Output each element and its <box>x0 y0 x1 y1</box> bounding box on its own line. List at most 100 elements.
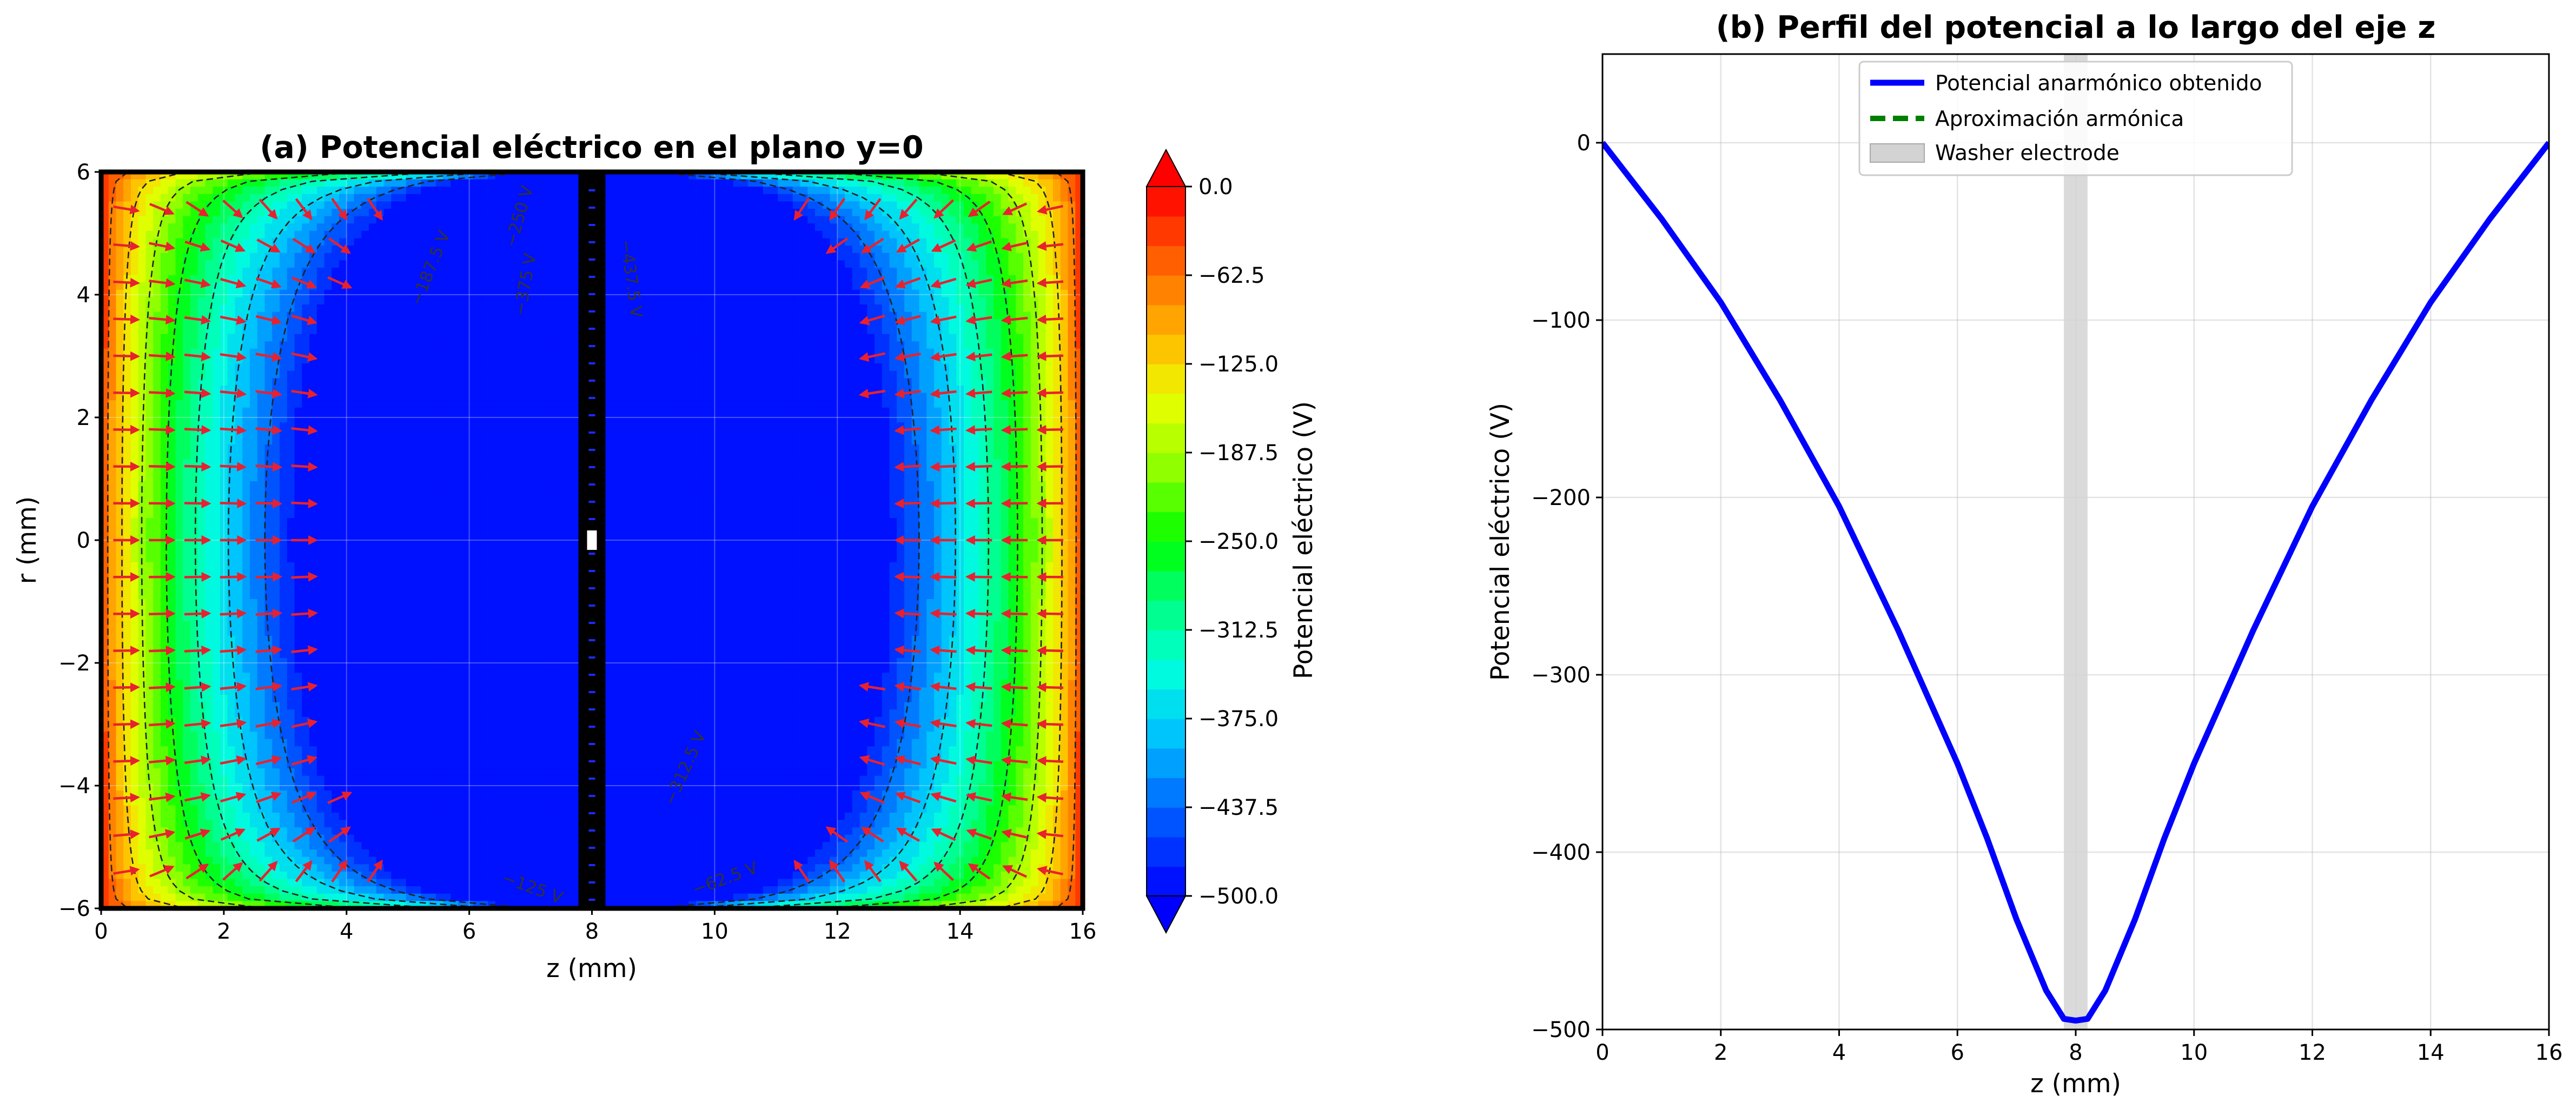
heatmap-cell <box>978 230 987 239</box>
heatmap-cell <box>287 289 295 298</box>
heatmap-cell <box>354 187 362 195</box>
heatmap-cell <box>183 223 191 231</box>
heatmap-cell <box>123 187 131 195</box>
heatmap-cell <box>562 393 571 401</box>
heatmap-cell <box>190 319 198 327</box>
heatmap-cell <box>919 187 928 195</box>
heatmap-cell <box>703 297 712 305</box>
heatmap-cell <box>770 363 779 371</box>
heatmap-cell <box>926 437 935 445</box>
heatmap-cell <box>562 327 571 335</box>
heatmap-cell <box>740 268 749 276</box>
heatmap-cell <box>421 297 429 305</box>
heatmap-cell <box>309 253 317 261</box>
heatmap-cell <box>569 415 578 423</box>
heatmap-cell <box>361 282 369 290</box>
heatmap-cell <box>540 311 548 320</box>
heatmap-cell <box>168 341 176 349</box>
heatmap-cell <box>770 253 779 261</box>
heatmap-cell <box>391 179 399 188</box>
heatmap-cell <box>108 400 117 408</box>
heatmap-cell <box>614 209 623 217</box>
heatmap-cell <box>1045 341 1054 349</box>
heatmap-cell <box>153 363 161 371</box>
heatmap-cell <box>778 319 786 327</box>
heatmap-cell <box>792 194 801 202</box>
heatmap-cell <box>272 415 280 423</box>
heatmap-cell <box>666 260 674 268</box>
heatmap-cell <box>272 341 280 349</box>
heatmap-cell <box>1008 179 1017 188</box>
heatmap-cell <box>428 327 436 335</box>
heatmap-cell <box>837 327 845 335</box>
heatmap-cell <box>882 201 890 209</box>
heatmap-cell <box>280 444 288 453</box>
heatmap-cell <box>756 297 764 305</box>
heatmap-cell <box>897 327 905 335</box>
heatmap-cell <box>673 400 682 408</box>
heatmap-cell <box>1001 260 1009 268</box>
heatmap-cell <box>213 348 221 357</box>
heatmap-cell <box>740 230 749 239</box>
heatmap-cell <box>934 275 942 283</box>
heatmap-cell <box>399 356 407 364</box>
heatmap-cell <box>399 370 407 379</box>
heatmap-cell <box>770 260 779 268</box>
heatmap-cell <box>688 223 697 231</box>
heatmap-cell <box>413 238 422 247</box>
heatmap-cell <box>837 407 845 416</box>
heatmap-cell <box>740 311 749 320</box>
heatmap-cell <box>696 363 704 371</box>
heatmap-cell <box>785 319 793 327</box>
heatmap-cell <box>168 289 176 298</box>
heatmap-cell <box>183 297 191 305</box>
heatmap-cell <box>502 223 511 231</box>
heatmap-cell <box>554 429 563 438</box>
heatmap-cell <box>569 179 578 188</box>
heatmap-cell <box>316 223 325 231</box>
heatmap-cell <box>272 437 280 445</box>
heatmap-cell <box>859 223 868 231</box>
heatmap-cell <box>361 268 369 276</box>
heatmap-cell <box>934 297 942 305</box>
heatmap-cell <box>168 268 176 276</box>
heatmap-cell <box>740 363 749 371</box>
heatmap-cell <box>711 334 719 342</box>
heatmap-cell <box>145 304 154 313</box>
heatmap-cell <box>703 378 712 386</box>
heatmap-cell <box>569 275 578 283</box>
heatmap-cell <box>383 275 392 283</box>
heatmap-cell <box>458 327 466 335</box>
heatmap-cell <box>673 422 682 430</box>
heatmap-cell <box>911 429 920 438</box>
heatmap-cell <box>227 297 236 305</box>
heatmap-cell <box>502 201 511 209</box>
heatmap-cell <box>569 407 578 416</box>
heatmap-cell <box>145 216 154 224</box>
heatmap-cell <box>280 356 288 364</box>
heatmap-cell <box>108 282 117 290</box>
heatmap-cell <box>837 378 845 386</box>
heatmap-cell <box>978 437 987 445</box>
heatmap-cell <box>443 238 452 247</box>
heatmap-cell <box>718 297 726 305</box>
heatmap-cell <box>332 260 340 268</box>
heatmap-cell <box>748 297 756 305</box>
heatmap-cell <box>733 415 741 423</box>
heatmap-cell <box>502 253 511 261</box>
heatmap-cell <box>845 400 853 408</box>
heatmap-cell <box>852 201 860 209</box>
heatmap-cell <box>540 289 548 298</box>
heatmap-cell <box>875 370 883 379</box>
heatmap-cell <box>495 304 504 313</box>
heatmap-cell <box>1038 253 1047 261</box>
heatmap-cell <box>451 385 459 394</box>
heatmap-cell <box>473 437 481 445</box>
heatmap-cell <box>1023 194 1031 202</box>
heatmap-cell <box>845 444 853 453</box>
heatmap-cell <box>1001 378 1009 386</box>
heatmap-cell <box>971 370 979 379</box>
heatmap-cell <box>614 415 623 423</box>
heatmap-cell <box>733 348 741 357</box>
heatmap-cell <box>756 238 764 247</box>
